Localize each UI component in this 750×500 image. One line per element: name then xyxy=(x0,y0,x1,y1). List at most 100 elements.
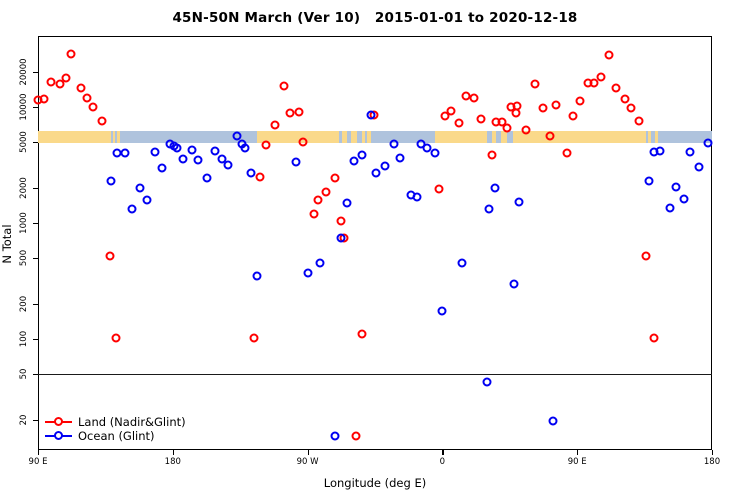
data-point-land xyxy=(538,103,548,113)
data-point-land xyxy=(111,333,121,343)
data-point-land xyxy=(88,102,98,112)
data-point-ocean xyxy=(694,162,704,172)
data-point-land xyxy=(487,150,497,160)
strip-segment-ocean xyxy=(646,131,712,143)
strip-segment-land xyxy=(38,131,112,143)
data-point-ocean xyxy=(330,431,340,441)
legend-label-ocean: Ocean (Glint) xyxy=(78,429,155,443)
x-tick xyxy=(172,450,174,455)
data-point-ocean xyxy=(342,198,352,208)
data-point-land xyxy=(611,83,621,93)
data-point-ocean xyxy=(509,279,519,289)
strip-segment-land xyxy=(655,131,659,143)
data-point-ocean xyxy=(315,258,325,268)
data-point-ocean xyxy=(217,154,227,164)
data-point-land xyxy=(105,251,115,261)
data-point-land xyxy=(55,79,65,89)
land-marker-icon xyxy=(54,417,63,426)
data-point-ocean xyxy=(336,233,346,243)
data-point-ocean xyxy=(665,203,675,213)
data-point-ocean xyxy=(210,146,220,156)
data-point-ocean xyxy=(490,183,500,193)
data-point-land xyxy=(285,108,295,118)
data-point-land xyxy=(61,73,71,83)
y-axis-title: N Total xyxy=(0,224,14,264)
plot-area xyxy=(38,36,712,450)
x-tick xyxy=(442,450,444,455)
data-point-ocean xyxy=(193,155,203,165)
data-point-land xyxy=(321,187,331,197)
y-tick xyxy=(33,223,38,225)
data-point-ocean xyxy=(106,176,116,186)
data-point-land xyxy=(551,100,561,110)
y-tick xyxy=(33,258,38,260)
strip-segment-ocean xyxy=(357,131,362,143)
chart-title: 45N-50N March (Ver 10) 2015-01-01 to 202… xyxy=(172,10,578,26)
data-point-ocean xyxy=(412,192,422,202)
data-point-land xyxy=(351,431,361,441)
data-point-ocean xyxy=(437,306,447,316)
data-point-ocean xyxy=(703,138,712,148)
data-point-ocean xyxy=(548,416,558,426)
x-tick xyxy=(577,450,579,455)
x-axis-title: Longitude (deg E) xyxy=(323,476,427,490)
data-point-land xyxy=(469,93,479,103)
data-point-land xyxy=(249,333,259,343)
data-point-ocean xyxy=(395,153,405,163)
data-point-ocean xyxy=(150,147,160,157)
data-point-ocean xyxy=(357,150,367,160)
y-tick xyxy=(33,188,38,190)
x-tick-label: 90 W xyxy=(296,457,319,467)
data-point-ocean xyxy=(514,197,524,207)
data-point-land xyxy=(298,137,308,147)
data-point-land xyxy=(434,184,444,194)
data-point-land xyxy=(521,125,531,135)
data-point-land xyxy=(313,195,323,205)
strip-segment-ocean xyxy=(487,131,492,143)
data-point-ocean xyxy=(366,110,375,120)
strip-segment-ocean xyxy=(346,131,352,143)
ocean-marker-icon xyxy=(54,431,63,440)
legend: Land (Nadir&Glint) Ocean (Glint) xyxy=(45,415,265,443)
data-point-land xyxy=(562,148,572,158)
strip-segment-ocean xyxy=(111,131,257,143)
data-point-ocean xyxy=(291,157,301,167)
strip-segment-ocean xyxy=(506,131,513,143)
data-point-land xyxy=(545,131,555,141)
data-point-ocean xyxy=(178,154,188,164)
y-tick xyxy=(33,72,38,74)
data-point-ocean xyxy=(223,160,233,170)
y-tick xyxy=(33,107,38,109)
data-point-land xyxy=(309,209,319,219)
data-point-ocean xyxy=(482,377,492,387)
data-point-land xyxy=(641,251,651,261)
data-point-ocean xyxy=(303,268,313,278)
data-point-ocean xyxy=(685,147,695,157)
data-point-ocean xyxy=(389,139,399,149)
y-tick xyxy=(33,142,38,144)
y-tick xyxy=(33,374,38,376)
strip-segment-ocean xyxy=(496,131,501,143)
data-point-land xyxy=(66,49,76,59)
data-point-land xyxy=(76,83,86,93)
data-point-land xyxy=(336,216,346,226)
data-point-ocean xyxy=(202,173,212,183)
data-point-land xyxy=(440,111,450,121)
data-point-ocean xyxy=(252,271,262,281)
x-tick-label: 180 xyxy=(703,457,721,467)
x-tick-label: 90 E xyxy=(28,457,48,467)
data-point-ocean xyxy=(240,143,250,153)
data-point-ocean xyxy=(380,161,390,171)
strip-segment-land xyxy=(647,131,651,143)
data-point-land xyxy=(357,329,367,339)
data-point-land xyxy=(97,116,107,126)
data-point-land xyxy=(626,103,636,113)
data-point-ocean xyxy=(371,168,381,178)
data-point-land xyxy=(511,108,521,118)
data-point-land xyxy=(634,116,644,126)
data-point-ocean xyxy=(232,131,242,141)
